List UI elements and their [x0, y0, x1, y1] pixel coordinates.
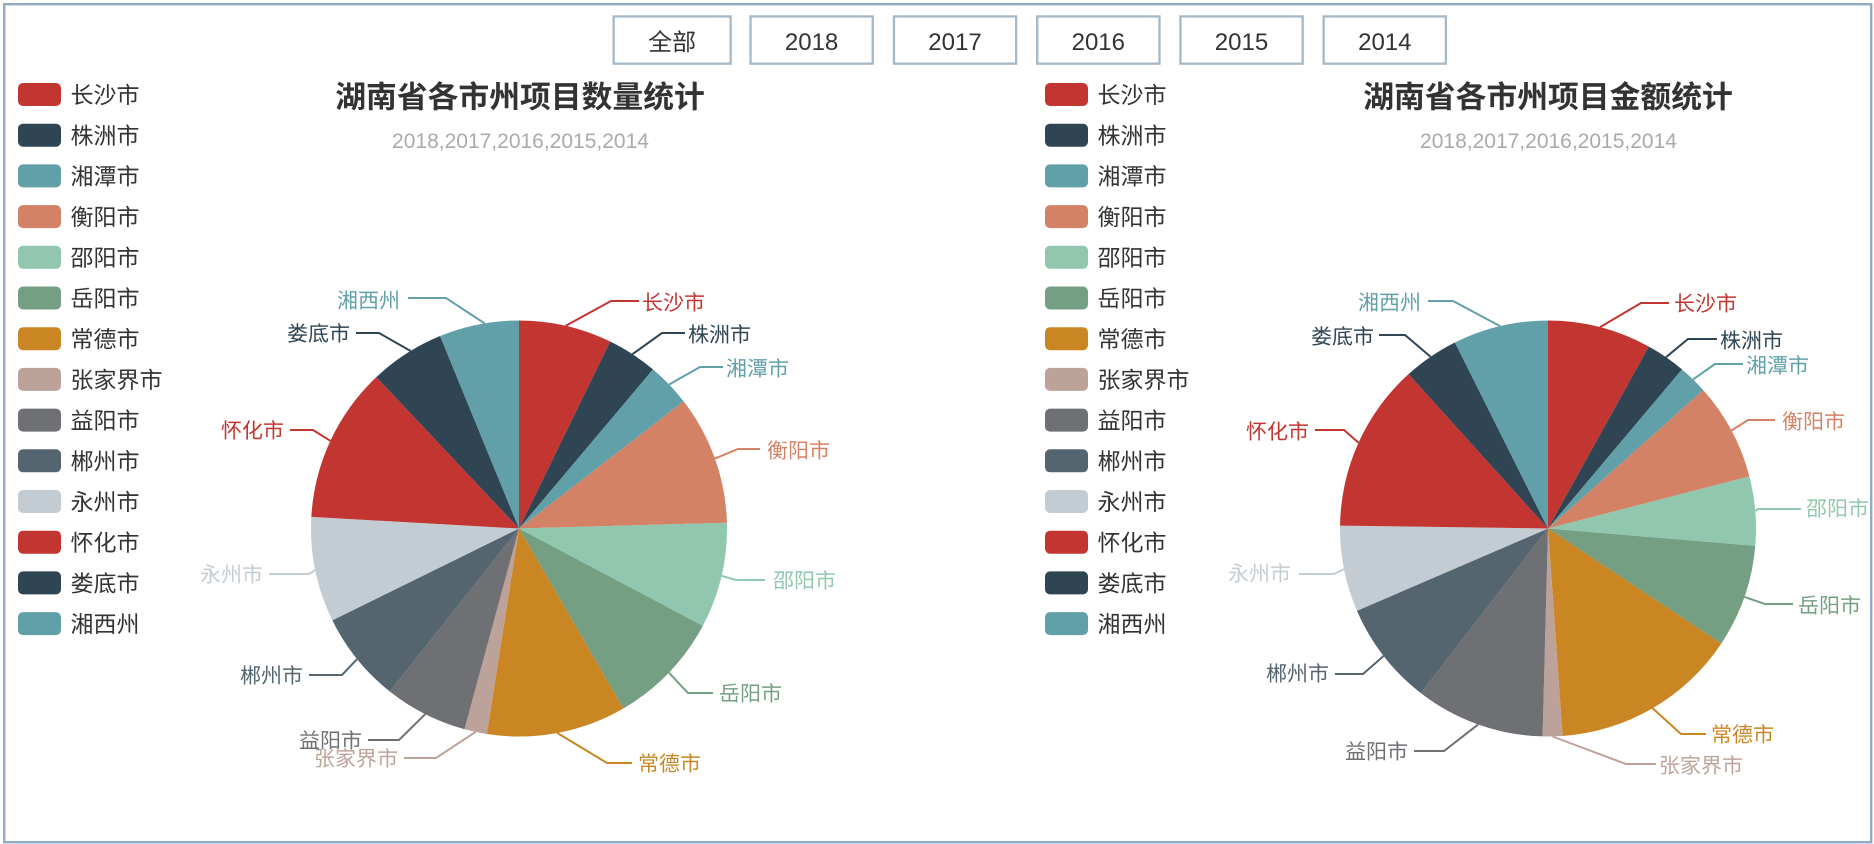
- svg-text:2017: 2017: [928, 29, 981, 56]
- svg-text:2015: 2015: [1215, 29, 1268, 56]
- svg-text:2014: 2014: [1358, 29, 1411, 56]
- svg-text:2018,2017,2016,2015,2014: 2018,2017,2016,2015,2014: [392, 130, 649, 153]
- svg-text:2018: 2018: [785, 29, 838, 56]
- svg-text:2018,2017,2016,2015,2014: 2018,2017,2016,2015,2014: [1420, 130, 1677, 153]
- svg-text:2016: 2016: [1072, 29, 1125, 56]
